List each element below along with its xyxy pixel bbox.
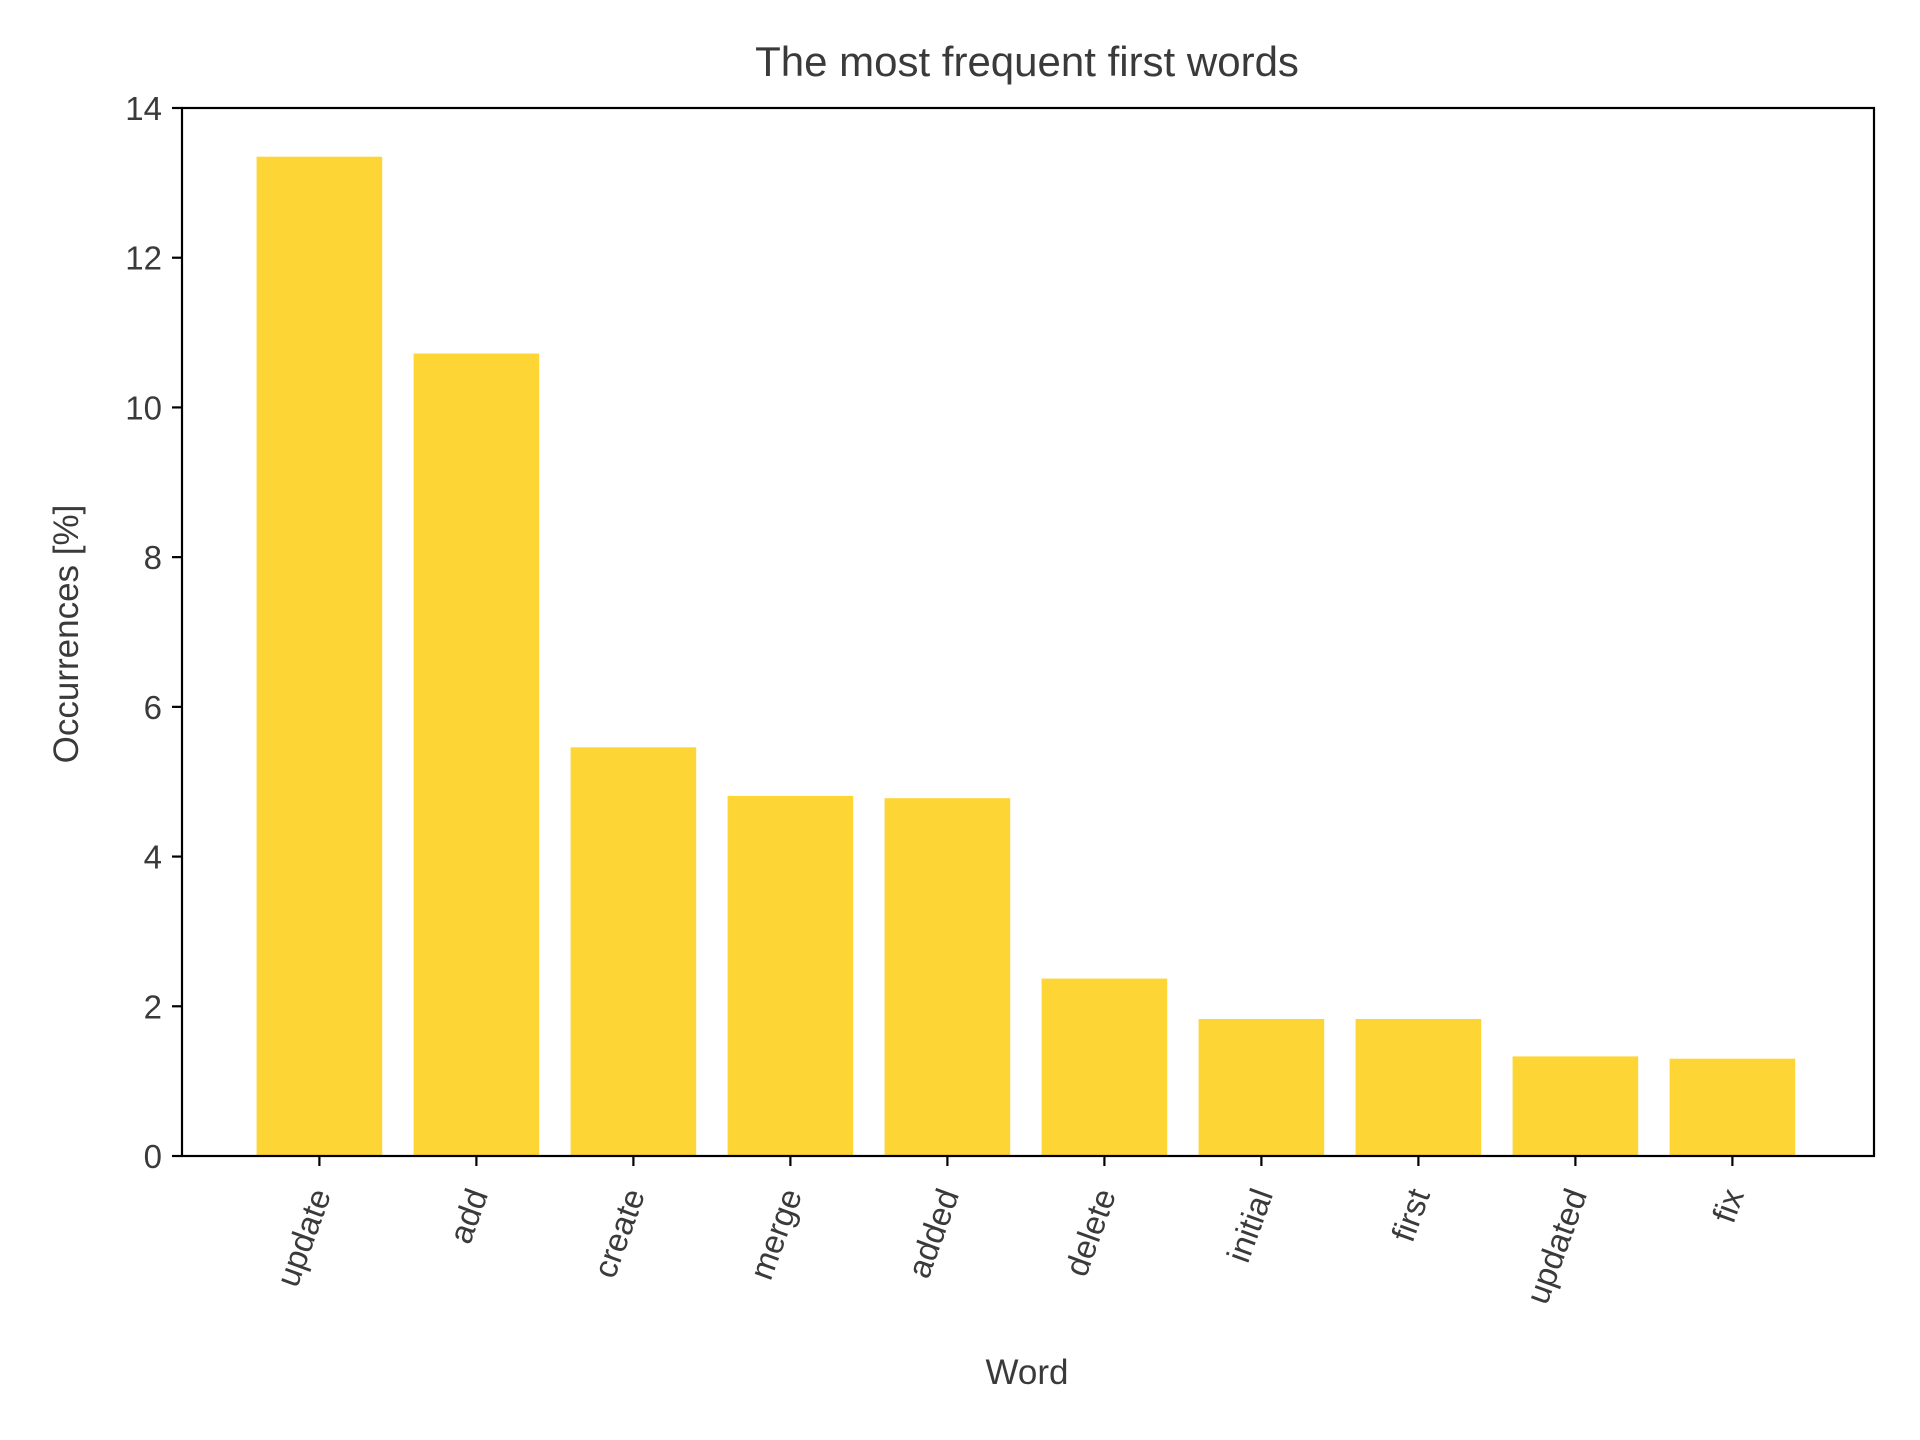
- x-tick-label-delete: delete: [1057, 1184, 1123, 1281]
- x-tick-label-add: add: [441, 1184, 495, 1248]
- chart-title: The most frequent first words: [755, 38, 1299, 85]
- x-tick-label-initial: initial: [1219, 1184, 1279, 1267]
- x-tick-label-fix: fix: [1705, 1183, 1751, 1227]
- y-tick-label-2: 2: [144, 988, 162, 1025]
- x-tick-label-updated: updated: [1518, 1184, 1594, 1309]
- x-axis-label: Word: [986, 1353, 1069, 1392]
- bar-delete: [1041, 978, 1168, 1156]
- bar-update: [256, 156, 383, 1156]
- bar-initial: [1198, 1019, 1325, 1156]
- bar-fix: [1669, 1058, 1796, 1156]
- x-tick-label-first: first: [1384, 1184, 1437, 1247]
- plot-frame: [180, 106, 1876, 1158]
- y-tick-label-0: 0: [144, 1138, 162, 1175]
- y-tick-label-10: 10: [125, 389, 162, 426]
- x-tick-label-create: create: [586, 1184, 652, 1283]
- bar-create: [570, 747, 697, 1156]
- y-tick-label-4: 4: [144, 839, 162, 876]
- axes-layer: [180, 106, 1876, 1158]
- bar-added: [884, 798, 1011, 1156]
- bar-merge: [727, 795, 854, 1156]
- y-tick-label-6: 6: [144, 689, 162, 726]
- bars-layer: [256, 156, 1796, 1156]
- x-tick-label-added: added: [900, 1184, 966, 1283]
- y-tick-label-14: 14: [125, 90, 162, 127]
- x-tick-label-merge: merge: [742, 1184, 809, 1285]
- bar-updated: [1512, 1056, 1639, 1156]
- y-tick-label-8: 8: [144, 539, 162, 576]
- bar-add: [413, 353, 540, 1156]
- y-axis-label: Occurrences [%]: [47, 505, 86, 764]
- bar-first: [1355, 1019, 1482, 1156]
- x-tick-label-update: update: [269, 1184, 338, 1292]
- y-tick-label-12: 12: [125, 240, 162, 277]
